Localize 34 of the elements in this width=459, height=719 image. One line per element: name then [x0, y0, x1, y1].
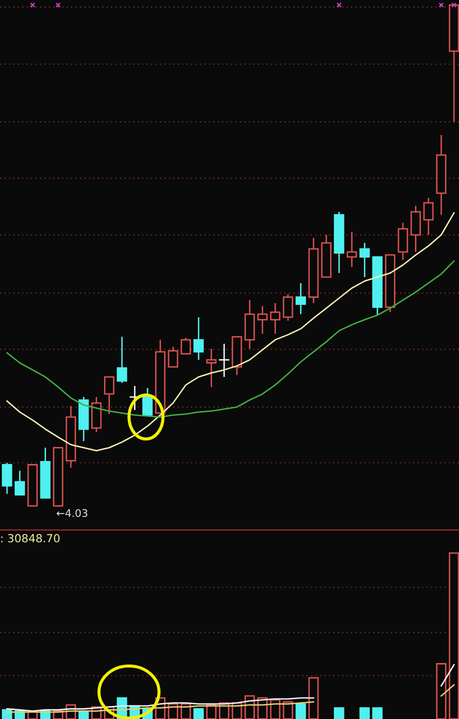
candlestick	[410, 205, 421, 253]
bar	[334, 707, 344, 719]
candlestick	[193, 316, 204, 361]
bar	[296, 703, 306, 719]
candlestick	[180, 337, 191, 355]
candlestick	[346, 231, 358, 268]
bar	[308, 677, 319, 719]
candlestick	[423, 197, 434, 236]
bar	[359, 707, 370, 719]
candlestick	[168, 346, 178, 368]
candlestick	[270, 302, 280, 334]
text: : 30848.70	[1, 534, 60, 542]
candlestick	[14, 470, 25, 496]
bar	[180, 703, 191, 719]
bar	[436, 663, 446, 719]
candlestick	[2, 462, 12, 495]
bar	[282, 701, 294, 719]
candlestick	[142, 387, 153, 416]
candlestick	[206, 348, 217, 388]
candlestick	[116, 336, 128, 384]
bar	[78, 710, 89, 719]
bar	[2, 709, 12, 719]
text: ←4.03	[56, 509, 88, 517]
candlestick	[282, 293, 294, 322]
candlestick	[218, 343, 230, 378]
candlestick	[257, 305, 268, 334]
bar	[193, 708, 204, 719]
bar	[448, 552, 459, 719]
candlestick	[296, 282, 306, 315]
candlestick	[104, 376, 114, 415]
candlestick	[359, 242, 370, 278]
candlestick	[398, 222, 408, 261]
bar	[270, 699, 280, 719]
bar	[372, 707, 383, 719]
